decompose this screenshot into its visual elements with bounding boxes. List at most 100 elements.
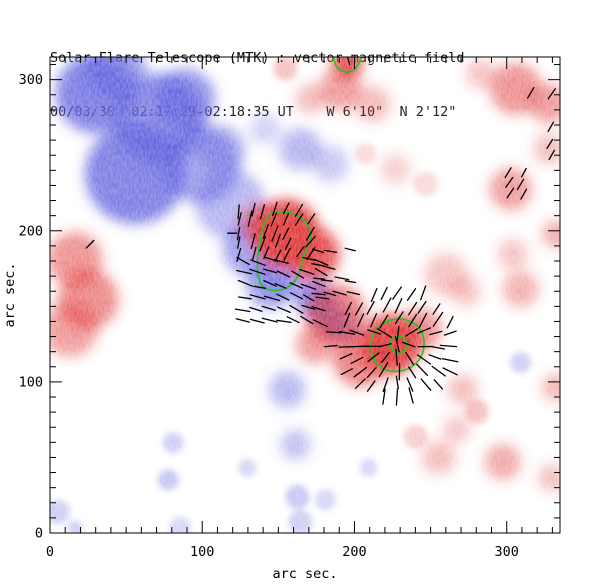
magnetic-vector <box>272 258 289 264</box>
magnetic-vector <box>432 303 441 315</box>
magnetic-vector <box>315 296 330 300</box>
magnetic-vector <box>261 305 276 311</box>
magnetic-vector <box>431 345 446 350</box>
magnetic-vector <box>392 286 402 300</box>
magnetic-vector <box>408 387 414 404</box>
magnetic-vector <box>234 308 251 313</box>
magnetic-vector <box>344 280 357 284</box>
magnetic-vector <box>249 318 265 324</box>
magnetic-vector <box>237 279 254 287</box>
magnetic-vector <box>283 247 291 261</box>
magnetic-vector <box>263 295 281 302</box>
magnetic-vector <box>547 88 556 100</box>
magnetic-vector <box>408 313 418 328</box>
magnetic-vector <box>349 329 365 336</box>
magnetic-vector <box>367 329 382 335</box>
magnetic-vector <box>354 378 366 389</box>
magnetic-vector <box>323 249 338 253</box>
magnetic-vector <box>249 294 266 300</box>
magnetic-vector <box>274 249 282 262</box>
magnetic-vector <box>367 352 380 363</box>
magnetic-vector <box>291 270 305 279</box>
magnetic-vector <box>417 300 427 314</box>
magnetic-vector <box>394 336 400 353</box>
magnetic-vector <box>401 341 416 348</box>
magnetic-vector <box>263 268 278 274</box>
magnetic-vector <box>433 379 444 390</box>
magnetic-vector <box>418 312 428 329</box>
y-axis-label: arc sec. <box>2 262 18 327</box>
magnetic-vector <box>546 138 554 150</box>
magnetic-vector <box>261 317 278 323</box>
magnetic-vector <box>282 213 289 226</box>
magnetic-vector <box>276 270 291 278</box>
field-strength-contour <box>256 211 312 292</box>
magnetic-vector <box>432 311 444 327</box>
magnetic-vector <box>396 325 400 341</box>
tick-labels: 0 100 200 300 0 100 200 300 arc sec. arc sec. <box>2 72 519 582</box>
magnetic-vector <box>366 380 376 392</box>
magnetic-vector <box>343 312 351 328</box>
magnetic-vector <box>271 225 279 242</box>
magnetic-vector <box>408 366 417 379</box>
magnetic-vector <box>311 248 325 254</box>
magnetic-vector <box>236 247 242 262</box>
magnetic-vector <box>276 319 292 324</box>
magnetic-vector <box>235 318 251 323</box>
magnetic-vector <box>548 149 556 161</box>
magnetic-vector <box>305 235 316 248</box>
magnetic-vector <box>311 292 326 296</box>
magnetic-vector <box>282 202 290 215</box>
magnetic-vector <box>381 351 391 363</box>
magnetic-vector <box>340 368 353 376</box>
magnetic-vector <box>344 247 356 252</box>
magnetic-vector <box>250 233 256 250</box>
magnetic-vector <box>282 227 290 240</box>
magnetic-vector <box>238 296 252 300</box>
magnetic-vector <box>505 176 514 188</box>
magnetic-vector <box>354 302 364 316</box>
magnetic-vector <box>443 330 457 336</box>
magnetic-vector <box>344 301 352 316</box>
magnetic-vector <box>289 292 304 300</box>
magnetic-vector <box>382 377 389 393</box>
magnetic-vector <box>370 287 378 303</box>
magnetic-vector <box>416 354 432 365</box>
magnetic-vector <box>439 344 458 348</box>
magnetic-vector <box>347 57 351 65</box>
y-tick-label: 300 <box>19 72 43 88</box>
magnetic-vector <box>313 277 326 280</box>
magnetic-vector <box>286 316 300 324</box>
x-tick-label: 100 <box>190 544 214 560</box>
magnetic-vector <box>313 258 329 266</box>
magnetic-vector <box>547 121 555 133</box>
y-tick-label: 0 <box>35 526 43 542</box>
magnetic-vector <box>253 285 267 289</box>
magnetic-vector <box>446 315 454 329</box>
magnetic-vector <box>300 283 317 290</box>
magnetic-vector <box>324 344 338 348</box>
magnetic-vector <box>301 304 316 310</box>
magnetic-vector <box>520 167 527 178</box>
y-tick-label: 100 <box>19 374 43 390</box>
magnetic-vector <box>357 313 365 328</box>
magnetic-vector <box>274 234 281 249</box>
magnetic-vector <box>85 239 95 249</box>
magnetic-vector <box>263 279 277 287</box>
magnetic-vector <box>307 213 316 225</box>
field-strength-contour <box>332 57 362 73</box>
x-tick-label: 300 <box>495 544 519 560</box>
magnetic-vector <box>353 366 368 378</box>
magnetic-vector <box>249 306 263 312</box>
magnetic-vector <box>516 178 525 191</box>
plot-frame <box>49 56 561 534</box>
magnetic-vector <box>250 259 266 266</box>
magnetic-vector <box>320 279 334 282</box>
magnetic-vector <box>428 354 442 360</box>
magnetic-vector <box>420 378 432 391</box>
magnetic-vector <box>338 331 356 335</box>
magnetic-vector <box>312 280 326 287</box>
magnetic-vector <box>431 365 446 377</box>
magnetic-vector <box>262 224 269 239</box>
magnetic-vector <box>259 204 266 220</box>
